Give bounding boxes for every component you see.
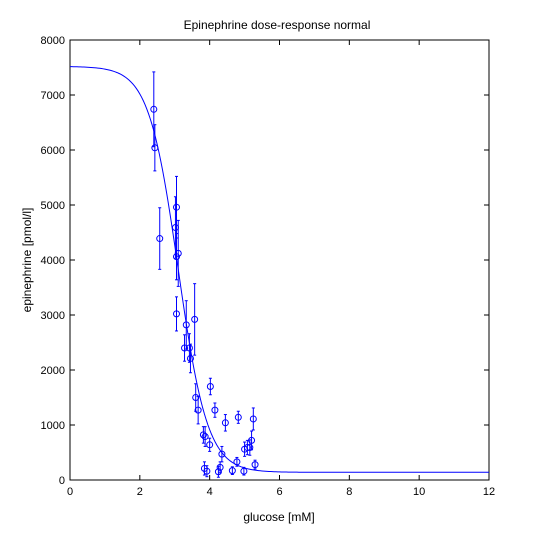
data-point [150,71,158,148]
data-point [191,283,199,356]
data-point [172,296,180,332]
point-marker [206,441,214,449]
y-axis-label: epinephrine [pmol/l] [20,208,34,313]
point-marker [216,463,224,471]
point-marker [228,467,236,475]
point-marker [172,203,180,211]
point-marker [181,344,189,352]
point-marker [194,406,202,414]
point-marker [246,444,254,452]
point-marker [182,321,190,329]
x-axis: 0 2 4 6 8 10 12 [67,40,495,498]
x-tick-label: 10 [413,486,425,498]
data-point [172,233,180,281]
y-tick-label: 2000 [41,365,65,377]
y-tick-label: 6000 [41,145,65,157]
point-marker [221,419,229,427]
data-point [206,437,214,452]
data-point [172,175,180,239]
data-point [243,439,251,456]
data-point [194,395,202,425]
point-marker [243,444,251,452]
data-point [221,414,229,432]
data-point [211,402,219,418]
point-marker [211,406,219,414]
data-point [248,430,256,451]
point-marker [172,253,180,261]
x-tick-label: 6 [276,486,282,498]
y-tick-label: 8000 [41,35,65,47]
point-marker [206,383,214,390]
data-point [201,426,209,447]
data-point [182,300,190,350]
point-marker [249,415,257,423]
data-point [228,466,236,475]
point-marker [251,461,259,469]
data-point [156,207,164,270]
point-marker [214,468,222,476]
point-marker [191,315,199,323]
point-marker [248,436,256,444]
x-tick-label: 12 [483,486,495,498]
point-marker [174,249,182,257]
x-axis-label: glucose [mM] [243,510,314,524]
data-point [218,445,226,463]
y-tick-label: 1000 [41,420,65,432]
point-marker [156,235,164,243]
point-marker [201,433,209,441]
point-marker [150,105,158,113]
data-point [249,407,257,431]
point-marker [186,354,194,362]
data-point [251,459,259,470]
point-marker [185,344,193,352]
y-tick-label: 3000 [41,310,65,322]
point-marker [203,467,211,475]
y-tick-label: 4000 [41,255,65,267]
data-points [150,71,259,478]
point-marker [199,431,207,439]
chart-title: Epinephrine dose-response normal [184,18,371,32]
y-axis: 0 1000 2000 3000 4000 5000 6000 7000 8000 [41,35,489,487]
point-marker [172,310,180,318]
data-point [174,219,182,287]
data-point [181,334,189,362]
x-tick-label: 4 [207,486,213,498]
fitted-sigmoid-curve [69,66,489,473]
data-point [233,456,241,467]
point-marker [240,467,248,475]
data-point [186,343,194,374]
x-tick-label: 2 [137,486,143,498]
point-marker [192,394,200,401]
x-tick-label: 8 [346,486,352,498]
point-marker [234,413,242,421]
data-point [203,465,211,478]
point-marker [233,458,241,466]
data-point [240,466,248,476]
y-tick-label: 0 [59,475,65,487]
point-marker [151,144,159,152]
data-point [151,124,159,172]
point-marker [218,450,226,458]
y-tick-label: 5000 [41,200,65,212]
y-tick-label: 7000 [41,90,65,102]
data-point [206,377,214,396]
x-tick-label: 0 [67,486,73,498]
data-point [234,410,242,424]
